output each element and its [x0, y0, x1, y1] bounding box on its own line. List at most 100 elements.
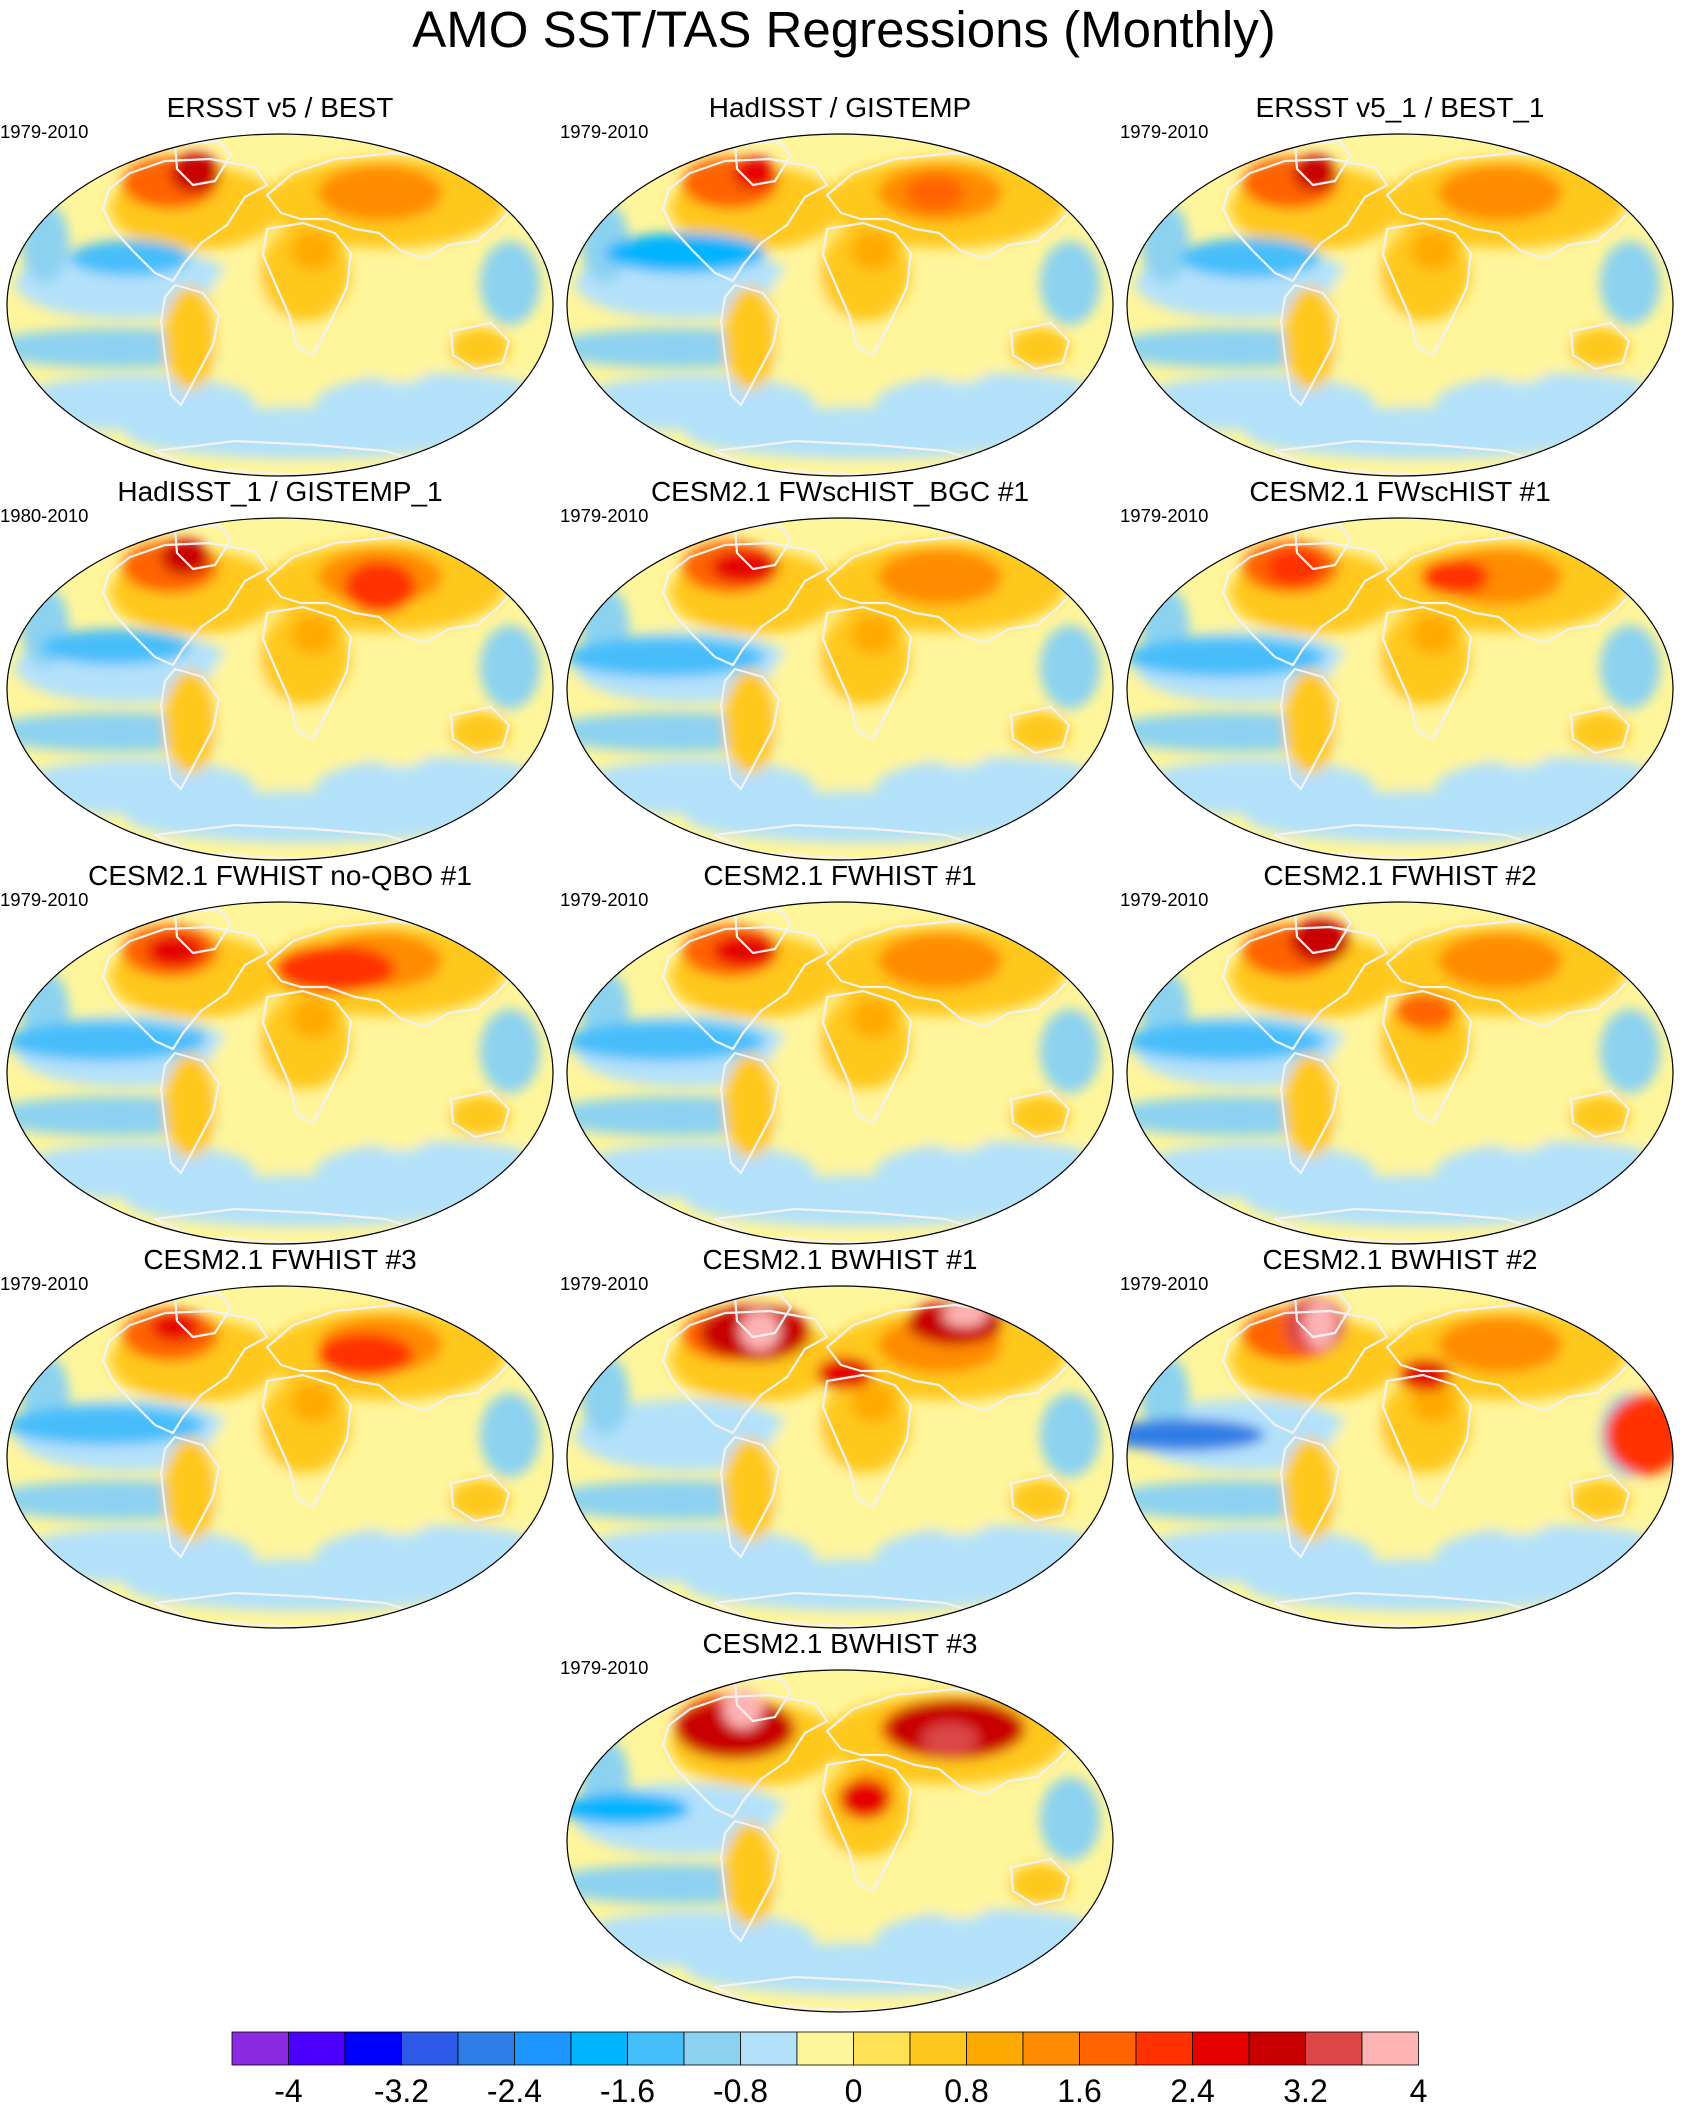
colorbar-swatch: [683, 2031, 741, 2066]
anomaly-region: [40, 629, 190, 665]
panel-title: ERSST v5_1 / BEST_1: [1255, 92, 1545, 123]
coastline-eurasia: [825, 151, 1083, 261]
coastline-australia: [1569, 1089, 1631, 1139]
anomaly-region: [1570, 1480, 1630, 1520]
map-panel: CESM2.1 FWHIST #3 1979-2010: [0, 1244, 560, 1629]
coastline-namerica: [661, 1309, 829, 1435]
map-panel: CESM2.1 FWscHIST_BGC #1 1979-2010: [560, 476, 1120, 861]
coastline-greenland: [173, 523, 233, 571]
anomaly-region: [567, 1793, 690, 1825]
anomaly-region: [147, 935, 203, 967]
coastline-eurasia: [265, 919, 523, 1029]
coastline-greenland: [1293, 139, 1353, 187]
map-frame: [6, 517, 554, 861]
coastline-greenland: [173, 907, 233, 955]
colorbar-swatch: [796, 2031, 854, 2066]
anomaly-region: [275, 945, 395, 993]
colorbar-tick-label: 0: [845, 2073, 863, 2106]
anomaly-region: [1040, 1393, 1100, 1477]
coastline-samerica: [159, 283, 221, 407]
coastline-africa: [821, 221, 913, 357]
map-frame: [566, 1285, 1114, 1629]
panel-period: 1979-2010: [560, 889, 649, 910]
map-frame: [566, 901, 1114, 1245]
panel-title: CESM2.1 FWHIST #1: [703, 860, 977, 891]
map-frame: [1126, 133, 1674, 477]
panel-period: 1979-2010: [560, 121, 649, 142]
map-frame: [6, 901, 554, 1245]
coastline-eurasia: [1385, 919, 1643, 1029]
regression-map: [6, 133, 554, 477]
colorbar-tick-label: -2.4: [487, 2073, 542, 2106]
anomaly-region: [1475, 1455, 1565, 1535]
coastline-africa: [821, 1373, 913, 1509]
coastline-greenland: [173, 139, 233, 187]
regression-map: [6, 901, 554, 1245]
coastline-samerica: [159, 1051, 221, 1175]
coastline-eurasia: [265, 535, 523, 645]
map-frame: [1126, 1285, 1674, 1629]
anomaly-region: [291, 1383, 335, 1423]
panel-title: CESM2.1 FWHIST #3: [143, 1244, 417, 1275]
coastline-namerica: [1221, 925, 1389, 1051]
panel-period: 1979-2010: [1120, 121, 1209, 142]
panel-period: 1979-2010: [1120, 889, 1209, 910]
panel-period: 1979-2010: [560, 505, 649, 526]
anomaly-region: [878, 933, 1002, 989]
anomaly-region: [450, 328, 510, 368]
panel-period: 1979-2010: [560, 1657, 649, 1678]
coastline-australia: [1569, 705, 1631, 755]
anomaly-region: [1127, 1021, 1325, 1061]
regression-map: [6, 517, 554, 861]
map-panel: CESM2.1 FWHIST #1 1979-2010: [560, 860, 1120, 1245]
anomaly-region: [480, 1009, 540, 1093]
anomaly-region: [1180, 238, 1320, 278]
anomaly-region: [605, 233, 765, 273]
anomaly-region: [480, 1393, 540, 1477]
regression-map: [566, 901, 1114, 1245]
coastline-eurasia: [1385, 151, 1643, 261]
colorbar-swatch: [457, 2031, 515, 2066]
panel-title: CESM2.1 BWHIST #2: [1262, 1244, 1538, 1275]
colorbar-tick-label: -4: [274, 2073, 302, 2106]
panel-title: HadISST_1 / GISTEMP_1: [117, 476, 443, 507]
anomaly-region: [1245, 791, 1605, 843]
colorbar-swatch: [1135, 2031, 1193, 2066]
anomaly-region: [711, 551, 779, 583]
anomaly-region: [915, 1071, 1005, 1151]
anomaly-region: [581, 1355, 629, 1435]
anomaly-region: [1141, 203, 1189, 283]
colorbar: -4 -3.2 -2.4 -1.6 -0.8 0 0.8 1.6 2.4 3.2 4: [231, 2031, 1427, 2106]
coastline-namerica: [101, 1309, 269, 1435]
map-frame: [1126, 517, 1674, 861]
panel-period: 1980-2010: [0, 505, 89, 526]
anomaly-region: [151, 1313, 199, 1341]
anomaly-region: [344, 561, 416, 613]
anomaly-region: [685, 407, 1045, 459]
colorbar-swatch: [401, 2031, 459, 2066]
anomaly-region: [1411, 615, 1455, 655]
coastline-greenland: [1293, 907, 1353, 955]
panel-title: CESM2.1 BWHIST #3: [702, 1628, 978, 1659]
regression-map: [566, 1285, 1114, 1629]
anomaly-region: [1040, 241, 1100, 325]
colorbar-swatch: [231, 2031, 289, 2066]
anomaly-region: [450, 1480, 510, 1520]
coastline-greenland: [733, 1291, 793, 1339]
coastline-australia: [1569, 321, 1631, 371]
map-panel: ERSST v5_1 / BEST_1 1979-2010: [1120, 92, 1680, 477]
map-frame: [566, 133, 1114, 477]
anomaly-region: [851, 231, 895, 271]
anomaly-region: [851, 999, 895, 1039]
coastline-namerica: [1221, 541, 1389, 667]
anomaly-region: [355, 687, 445, 767]
map-frame: [6, 1285, 554, 1629]
map-panel: CESM2.1 BWHIST #2 1979-2010: [1120, 1244, 1680, 1629]
coastline-australia: [1569, 1473, 1631, 1523]
anomaly-region: [839, 1779, 891, 1819]
coastline-samerica: [719, 667, 781, 791]
coastline-eurasia: [265, 151, 523, 261]
map-frame: [566, 1669, 1114, 2013]
anomaly-region: [1040, 1777, 1100, 1861]
anomaly-region: [878, 549, 1002, 605]
